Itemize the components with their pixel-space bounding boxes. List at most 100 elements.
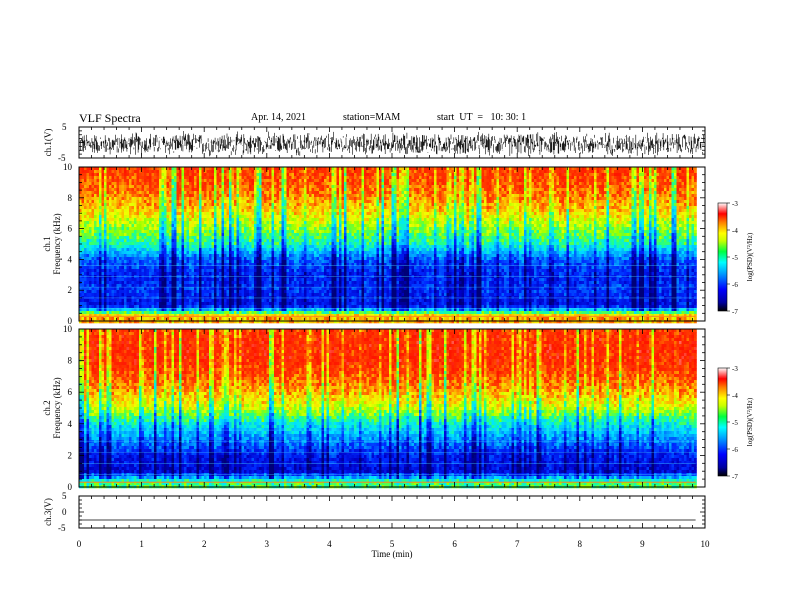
spectrogram-cell bbox=[654, 197, 657, 200]
spectrogram-cell bbox=[319, 203, 322, 206]
spectrogram-cell bbox=[509, 200, 512, 203]
spectrogram-cell bbox=[399, 197, 402, 200]
spectrogram-cell bbox=[467, 224, 470, 227]
spectrogram-cell bbox=[397, 203, 400, 206]
spectrogram-cell bbox=[419, 191, 422, 194]
spectrogram-cell bbox=[692, 179, 695, 182]
spectrogram-cell bbox=[427, 215, 430, 218]
spectrogram-cell bbox=[389, 194, 392, 197]
spectrogram-cell bbox=[277, 197, 280, 200]
spectrogram-cell bbox=[269, 203, 272, 206]
spectrogram-cell bbox=[292, 185, 295, 188]
spectrogram-cell bbox=[564, 218, 567, 221]
spectrogram-cell bbox=[517, 185, 520, 188]
spectrogram-cell bbox=[504, 179, 507, 182]
spectrogram-cell bbox=[594, 197, 597, 200]
spectrogram-cell bbox=[277, 182, 280, 185]
spectrogram-cell bbox=[667, 188, 670, 191]
spectrogram-cell bbox=[459, 182, 462, 185]
spectrogram-cell bbox=[449, 218, 452, 221]
spectrogram-cell bbox=[147, 194, 150, 197]
spectrogram-cell bbox=[537, 191, 540, 194]
spectrogram-cell bbox=[227, 197, 230, 200]
spectrogram-cell bbox=[589, 197, 592, 200]
spectrogram-cell bbox=[329, 197, 332, 200]
spectrogram-cell bbox=[292, 206, 295, 209]
spectrogram-cell bbox=[622, 185, 625, 188]
spectrogram-cell bbox=[587, 212, 590, 215]
spectrogram-cell bbox=[669, 209, 672, 212]
spectrogram-cell bbox=[94, 200, 97, 203]
spectrogram-cell bbox=[112, 191, 115, 194]
spectrogram-cell bbox=[267, 191, 270, 194]
spectrogram-cell bbox=[337, 212, 340, 215]
spectrogram-cell bbox=[682, 173, 685, 176]
spectrogram-cell bbox=[692, 182, 695, 185]
spectrogram-cell bbox=[272, 209, 275, 212]
spectrogram-cell bbox=[627, 179, 630, 182]
spectrogram-cell bbox=[564, 200, 567, 203]
spectrogram-cell bbox=[297, 200, 300, 203]
spectrogram-cell bbox=[552, 197, 555, 200]
spectrogram-cell bbox=[127, 182, 130, 185]
spectrogram-cell bbox=[304, 206, 307, 209]
spectrogram-cell bbox=[667, 191, 670, 194]
spectrogram-cell bbox=[544, 179, 547, 182]
spectrogram-cell bbox=[449, 170, 452, 173]
spectrogram-cell bbox=[232, 203, 235, 206]
spectrogram-cell bbox=[664, 209, 667, 212]
spectrogram-cell bbox=[604, 218, 607, 221]
spectrogram-cell bbox=[629, 221, 632, 224]
spectrogram-cell bbox=[264, 215, 267, 218]
spectrogram-cell bbox=[507, 185, 510, 188]
spectrogram-cell bbox=[104, 173, 107, 176]
spectrogram-cell bbox=[514, 224, 517, 227]
spectrogram-cell bbox=[137, 173, 140, 176]
spectrogram-cell bbox=[399, 218, 402, 221]
spectrogram-cell bbox=[322, 173, 325, 176]
spectrogram-cell bbox=[667, 170, 670, 173]
spectrogram-cell bbox=[662, 185, 665, 188]
spectrogram-cell bbox=[294, 197, 297, 200]
spectrogram-cell bbox=[512, 218, 515, 221]
spectrogram-cell bbox=[647, 188, 650, 191]
spectrogram-cell bbox=[182, 197, 185, 200]
spectrogram-cell bbox=[432, 173, 435, 176]
spectrogram-cell bbox=[514, 212, 517, 215]
spectrogram-cell bbox=[192, 194, 195, 197]
spectrogram-cell bbox=[142, 224, 145, 227]
spectrogram-cell bbox=[379, 191, 382, 194]
spectrogram-cell bbox=[322, 185, 325, 188]
spectrogram-cell bbox=[107, 185, 110, 188]
spectrogram-cell bbox=[427, 194, 430, 197]
spectrogram-cell bbox=[562, 215, 565, 218]
spectrogram-cell bbox=[534, 203, 537, 206]
spectrogram-cell bbox=[154, 206, 157, 209]
spectrogram-cell bbox=[264, 197, 267, 200]
spectrogram-cell bbox=[442, 182, 445, 185]
spectrogram-cell bbox=[679, 170, 682, 173]
spectrogram-cell bbox=[254, 182, 257, 185]
spectrogram-cell bbox=[362, 179, 365, 182]
spectrogram-cell bbox=[499, 197, 502, 200]
spectrogram-cell bbox=[474, 206, 477, 209]
spectrogram-cell bbox=[534, 224, 537, 227]
spectrogram-cell bbox=[427, 212, 430, 215]
spectrogram-cell bbox=[127, 170, 130, 173]
spectrogram-cell bbox=[377, 224, 380, 227]
spectrogram-cell bbox=[472, 191, 475, 194]
spectrogram-cell bbox=[262, 170, 265, 173]
spectrogram-cell bbox=[672, 221, 675, 224]
spectrogram-cell bbox=[687, 215, 690, 218]
spectrogram-cell bbox=[119, 182, 122, 185]
spectrogram-cell bbox=[577, 173, 580, 176]
spectrogram-cell bbox=[394, 200, 397, 203]
spectrogram-cell bbox=[119, 206, 122, 209]
spectrogram-cell bbox=[544, 170, 547, 173]
spectrogram-cell bbox=[104, 200, 107, 203]
spectrogram-cell bbox=[654, 182, 657, 185]
spectrogram-cell bbox=[242, 179, 245, 182]
spectrogram-cell bbox=[159, 206, 162, 209]
spectrogram-cell bbox=[584, 176, 587, 179]
spectrogram-cell bbox=[424, 197, 427, 200]
